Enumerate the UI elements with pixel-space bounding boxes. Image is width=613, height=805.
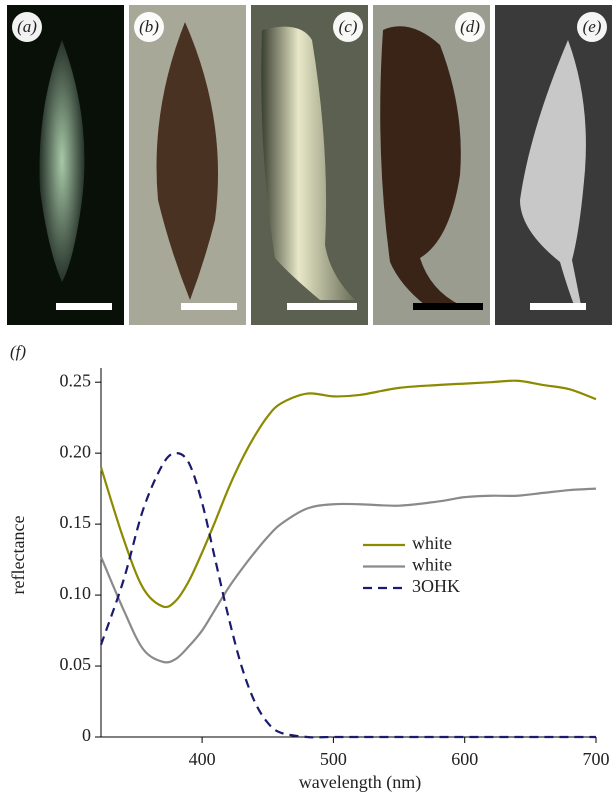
line-series [101,489,596,663]
line-series [101,381,596,607]
panel-label: (b) [139,17,159,36]
legend-label: white [412,555,452,575]
panel-label: (c) [339,17,358,36]
panel-label: (f) [10,342,26,361]
y-tick-label: 0.20 [60,441,92,461]
y-tick-label: 0.25 [60,370,92,390]
scale-bar [56,303,112,310]
legend-label: 3OHK [412,576,460,596]
x-tick-label: 400 [189,749,216,769]
y-tick-label: 0.10 [60,583,92,603]
y-tick-label: 0.15 [60,512,92,532]
panel-label: (a) [17,17,37,36]
x-tick-label: 600 [451,749,478,769]
image-panels [7,5,612,325]
x-tick-label: 700 [583,749,610,769]
y-tick-label: 0 [82,725,91,745]
scale-bar [287,303,357,310]
x-axis-label: wavelength (nm) [299,772,421,793]
panel-label: (d) [460,17,480,36]
panel-label: (e) [583,17,602,36]
scale-bar [530,303,586,310]
y-tick-label: 0.05 [60,654,92,674]
y-axis-label: reflectance [8,516,28,595]
legend-label: white [412,533,452,553]
scale-bar [413,303,483,310]
x-tick-label: 500 [320,749,347,769]
figure: (f) wavelength (nm) reflectance (a) (b) (c… [0,0,613,800]
scale-bar [181,303,237,310]
